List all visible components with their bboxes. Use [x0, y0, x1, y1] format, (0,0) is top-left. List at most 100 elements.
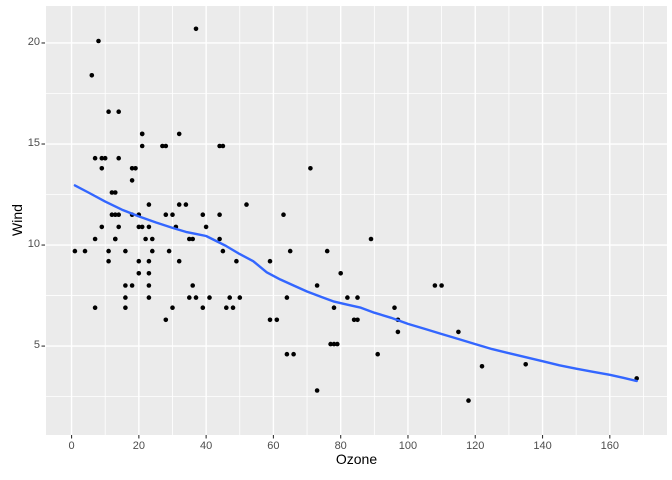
data-point: [106, 109, 111, 114]
data-point: [170, 212, 175, 217]
data-point: [237, 295, 243, 300]
data-point: [220, 248, 226, 254]
data-point: [160, 143, 165, 149]
data-point: [133, 166, 138, 171]
data-point: [99, 155, 105, 161]
data-point: [109, 190, 115, 195]
data-point: [308, 166, 313, 171]
data-point: [139, 131, 145, 137]
data-point: [284, 351, 290, 357]
data-point: [146, 258, 152, 264]
data-point: [146, 271, 152, 276]
data-point: [227, 295, 232, 300]
data-point: [106, 248, 111, 254]
data-point: [267, 258, 273, 264]
data-point: [244, 202, 249, 207]
data-point: [116, 109, 121, 114]
data-point: [146, 295, 152, 300]
x-tick-label: 160: [600, 440, 619, 452]
x-tick-label: 40: [200, 440, 213, 452]
data-point: [89, 73, 95, 78]
data-point: [170, 305, 175, 311]
data-point: [102, 155, 108, 161]
x-axis-title: Ozone: [335, 451, 378, 467]
data-point: [345, 295, 350, 300]
data-point: [479, 364, 485, 369]
data-point: [150, 248, 155, 254]
data-point: [113, 236, 118, 242]
data-point: [106, 258, 111, 264]
data-point: [274, 317, 280, 323]
data-point: [176, 202, 182, 207]
data-point: [129, 178, 135, 183]
data-point: [375, 351, 381, 357]
y-tick-label: 10: [27, 238, 40, 251]
data-point: [166, 248, 172, 254]
data-point: [116, 155, 121, 161]
data-point: [176, 258, 182, 264]
data-point: [99, 224, 105, 230]
data-point: [123, 248, 128, 254]
smooth-line: [73, 184, 638, 383]
data-point: [217, 143, 222, 149]
data-point: [123, 283, 128, 288]
data-point: [392, 305, 397, 311]
data-point: [314, 388, 320, 393]
data-point: [338, 271, 344, 276]
data-point: [150, 236, 155, 242]
data-point: [109, 212, 115, 217]
data-point: [220, 143, 226, 149]
data-point: [136, 271, 142, 276]
data-point: [203, 224, 209, 230]
data-point: [331, 341, 337, 347]
data-point: [123, 305, 128, 311]
x-tick-label: 60: [267, 440, 280, 452]
data-point: [456, 329, 461, 335]
data-point: [136, 224, 142, 230]
data-point: [267, 317, 273, 323]
data-point: [72, 248, 78, 254]
data-point: [193, 295, 199, 300]
data-point: [92, 155, 98, 161]
data-point: [355, 295, 360, 300]
data-point: [200, 305, 206, 311]
x-tick-label: 140: [533, 440, 552, 452]
data-point: [187, 295, 192, 300]
data-point: [395, 329, 401, 335]
data-point: [324, 248, 330, 254]
data-point: [466, 398, 471, 403]
data-point: [187, 236, 192, 242]
data-point: [335, 341, 340, 347]
data-point: [146, 283, 152, 288]
data-point: [291, 351, 296, 357]
data-point: [328, 341, 333, 347]
data-point: [439, 283, 444, 288]
data-point: [176, 131, 182, 137]
data-point: [116, 224, 121, 230]
x-tick-label: 100: [398, 440, 418, 452]
data-point: [523, 362, 528, 367]
data-point: [281, 212, 286, 217]
x-tick-label: 120: [466, 440, 485, 452]
data-point: [92, 305, 98, 311]
data-point: [146, 224, 152, 230]
data-point: [123, 295, 128, 300]
data-point: [224, 305, 229, 311]
data-point: [284, 295, 290, 300]
data-point: [207, 295, 212, 300]
data-point: [96, 38, 101, 44]
data-point: [113, 190, 118, 195]
data-point: [287, 248, 293, 254]
y-axis-title: Wind: [9, 204, 25, 236]
y-tick-label: 5: [33, 339, 40, 352]
data-point: [139, 224, 145, 230]
data-point: [163, 317, 169, 323]
data-point: [190, 236, 195, 242]
data-point: [193, 26, 199, 32]
data-point: [82, 248, 88, 254]
data-point: [129, 166, 135, 171]
data-point: [136, 258, 142, 264]
data-point: [331, 305, 337, 311]
data-point: [129, 283, 135, 288]
